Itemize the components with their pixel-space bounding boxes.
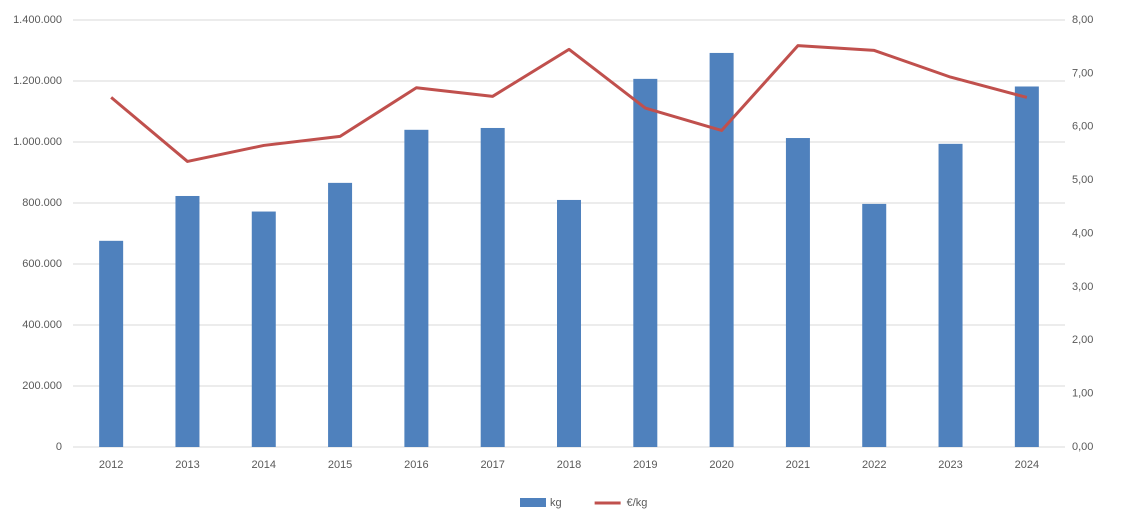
y-tick-label: 0,00 (1072, 441, 1093, 453)
y-tick-label: 800.000 (22, 197, 62, 209)
x-tick-label: 2024 (1015, 459, 1039, 471)
x-tick-label: 2016 (404, 459, 428, 471)
x-tick-label: 2022 (862, 459, 886, 471)
legend-swatch (520, 498, 546, 507)
y-tick-label: 2,00 (1072, 334, 1093, 346)
x-tick-label: 2021 (786, 459, 810, 471)
x-tick-label: 2012 (99, 459, 123, 471)
y-tick-label: 200.000 (22, 380, 62, 392)
y-tick-label: 1.000.000 (13, 136, 62, 148)
y-tick-label: 4,00 (1072, 227, 1093, 239)
x-tick-label: 2015 (328, 459, 352, 471)
bar (709, 52, 734, 447)
legend-label: €/kg (627, 497, 648, 509)
y-tick-label: 600.000 (22, 258, 62, 270)
y-tick-label: 3,00 (1072, 281, 1093, 293)
x-tick-label: 2013 (175, 459, 199, 471)
bar (99, 240, 124, 447)
bar (633, 78, 658, 448)
bar (557, 199, 581, 447)
x-tick-label: 2018 (557, 459, 581, 471)
x-tick-label: 2017 (480, 459, 504, 471)
y-tick-label: 1.400.000 (13, 14, 62, 26)
y-tick-label: 5,00 (1072, 174, 1093, 186)
y-tick-label: 8,00 (1072, 14, 1093, 26)
bar (938, 143, 963, 447)
bar (480, 127, 505, 447)
legend-label: kg (550, 497, 562, 509)
y-tick-label: 400.000 (22, 319, 62, 331)
y-tick-label: 7,00 (1072, 67, 1093, 79)
y-tick-label: 0 (56, 441, 62, 453)
line (110, 44, 1028, 163)
x-tick-label: 2019 (633, 459, 657, 471)
bar (175, 195, 200, 447)
bar (328, 182, 353, 447)
y-tick-label: 6,00 (1072, 121, 1093, 133)
bar (785, 138, 810, 447)
y-tick-label: 1.200.000 (13, 75, 62, 87)
x-tick-label: 2014 (252, 459, 276, 471)
y-tick-label: 1,00 (1072, 388, 1093, 400)
x-tick-label: 2023 (938, 459, 962, 471)
x-tick-label: 2020 (709, 459, 733, 471)
bar (862, 203, 887, 447)
bar (404, 129, 429, 448)
bar (1014, 86, 1039, 448)
bar (251, 211, 276, 447)
